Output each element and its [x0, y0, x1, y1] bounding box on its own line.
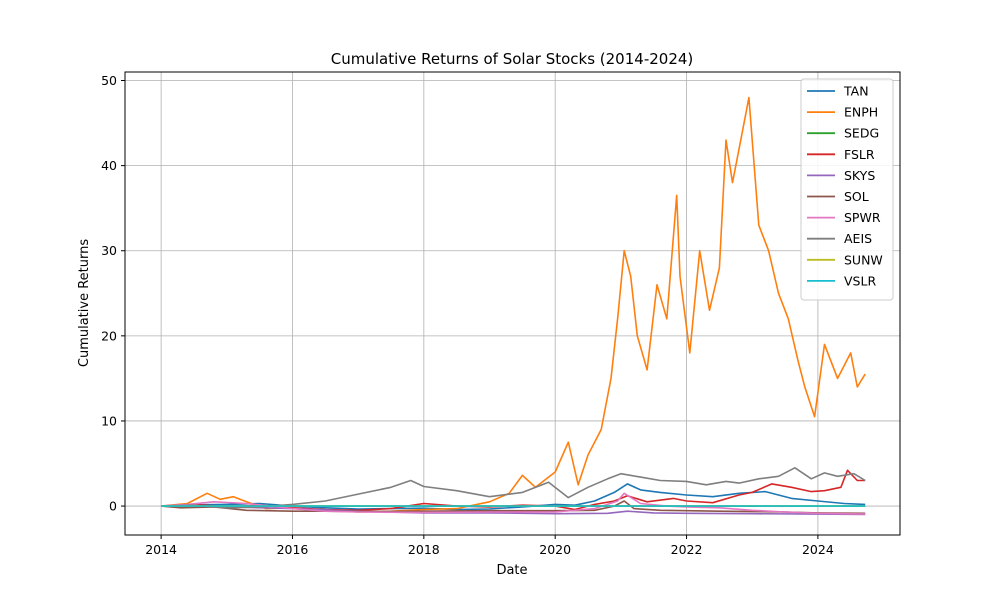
series-line-enph: [161, 96, 866, 513]
y-tick-label: 10: [101, 413, 117, 428]
grid-lines: [125, 72, 900, 535]
legend-label-enph: ENPH: [844, 105, 878, 120]
x-tick-label: 2016: [277, 542, 309, 557]
y-tick-label: 50: [101, 73, 117, 88]
x-tick-label: 2022: [671, 542, 703, 557]
x-tick-label: 2024: [802, 542, 834, 557]
y-tick-label: 0: [109, 499, 117, 514]
series-lines: [161, 96, 866, 516]
y-tick-label: 30: [101, 243, 117, 258]
x-tick-label: 2014: [145, 542, 177, 557]
x-axis-ticks: 2014 2016 2018 2020 2022 2024: [145, 535, 834, 557]
x-tick-label: 2018: [408, 542, 440, 557]
x-tick-label: 2020: [539, 542, 571, 557]
legend-label-aeis: AEIS: [844, 231, 872, 246]
y-axis-label: Cumulative Returns: [77, 239, 92, 367]
legend-label-tan: TAN: [843, 84, 869, 99]
plot-frame: [124, 71, 901, 536]
legend-label-sedg: SEDG: [844, 126, 879, 141]
y-tick-label: 20: [101, 328, 117, 343]
legend-box: [800, 78, 894, 301]
legend-label-skys: SKYS: [844, 168, 875, 183]
y-axis-ticks: 0 10 20 30 40 50: [101, 73, 125, 514]
legend-label-fslr: FSLR: [844, 147, 875, 162]
chart-title: Cumulative Returns of Solar Stocks (2014…: [331, 50, 694, 68]
legend: TAN ENPH SEDG FSLR SKYS SOL SPWR AEIS SUNW VSLR: [800, 78, 894, 301]
legend-label-spwr: SPWR: [844, 210, 881, 225]
y-tick-label: 40: [101, 158, 117, 173]
legend-label-sol: SOL: [844, 189, 869, 204]
x-axis-label: Date: [496, 563, 527, 578]
legend-label-sunw: SUNW: [844, 252, 883, 267]
series-line-aeis: [161, 466, 866, 509]
series-line-sol: [161, 500, 866, 515]
legend-label-vslr: VSLR: [844, 273, 876, 288]
series-line-spwr: [161, 492, 866, 515]
